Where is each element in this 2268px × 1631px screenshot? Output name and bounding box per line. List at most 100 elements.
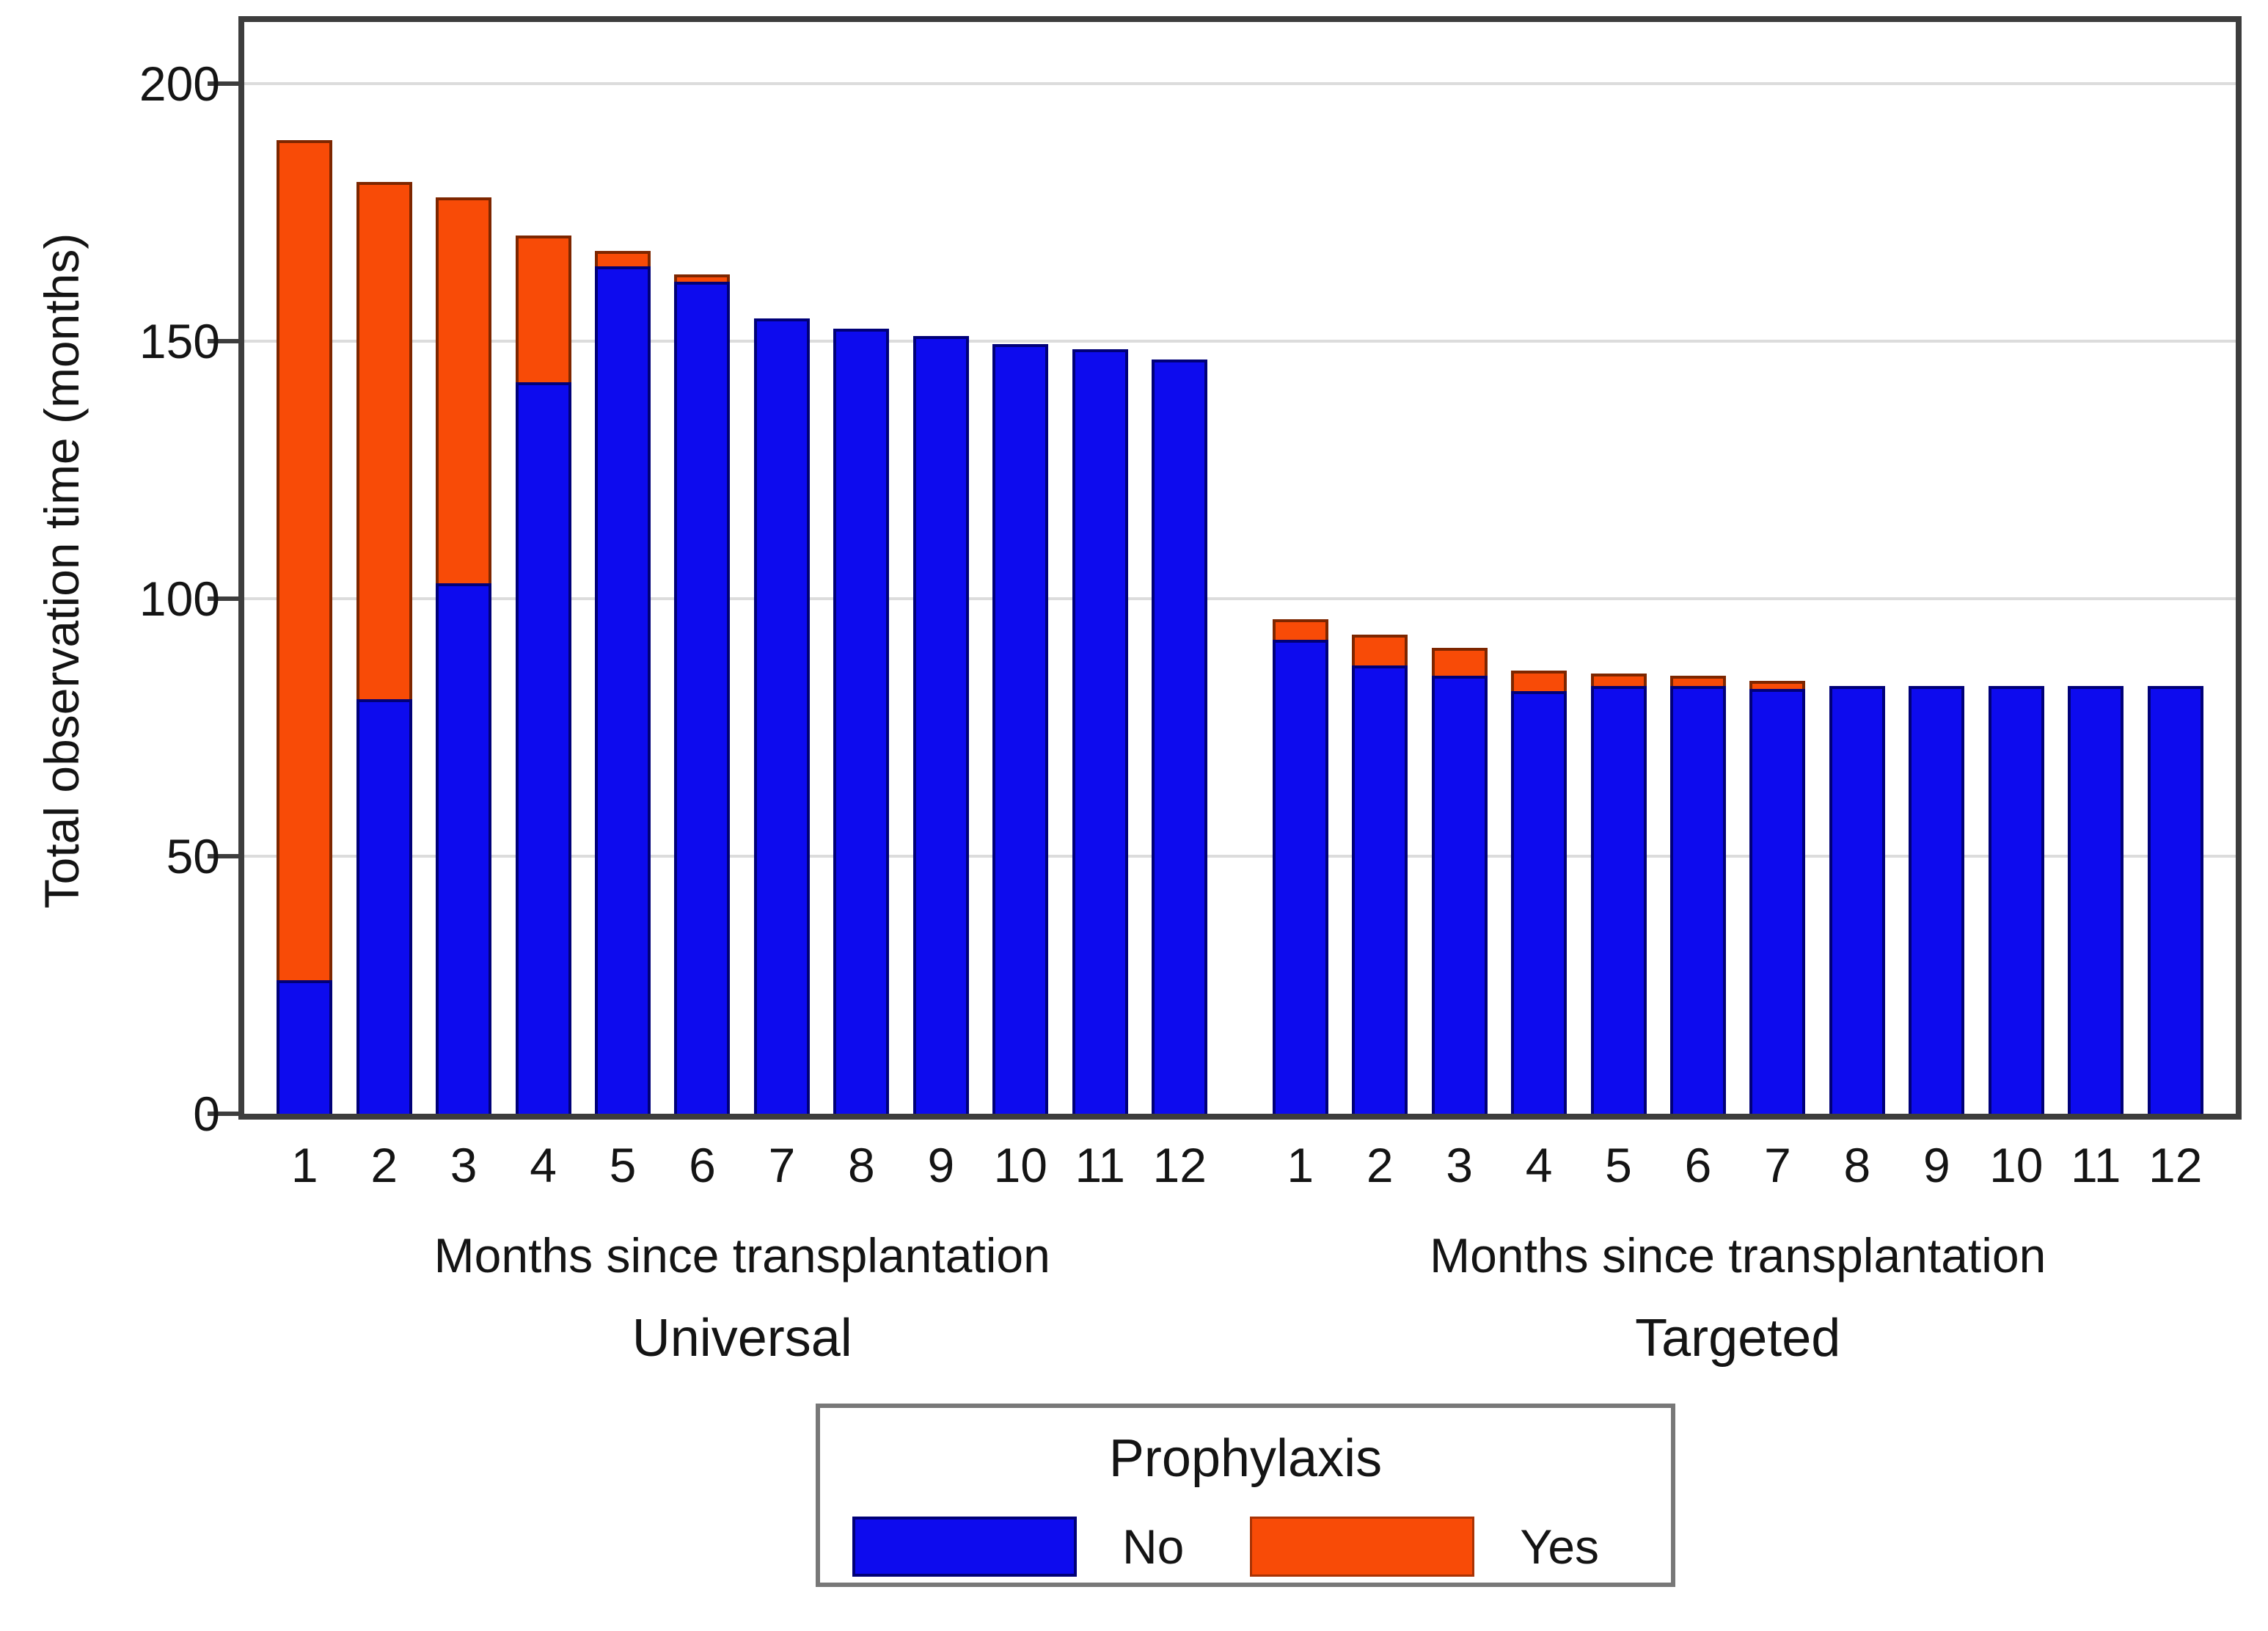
bar-segment-no <box>674 282 731 1114</box>
y-tick-label-50: 50 <box>166 829 220 884</box>
bar-segment-no <box>1352 665 1408 1114</box>
x-tick-label: 5 <box>1605 1138 1632 1192</box>
gridline-200 <box>244 82 2236 86</box>
bar-targeted-month-1 <box>1272 22 1328 1114</box>
y-tick-label-150: 150 <box>139 314 220 369</box>
bar-segment-no <box>595 266 651 1114</box>
bar-segment-no <box>2147 686 2203 1114</box>
gridline-100 <box>244 597 2236 601</box>
bar-segment-yes <box>277 140 333 980</box>
x-tick-label: 6 <box>689 1138 716 1192</box>
bar-universal-month-7 <box>753 22 810 1114</box>
x-tick-label: 11 <box>2070 1138 2121 1192</box>
x-axis-title-targeted: Months since transplantation <box>1430 1228 2046 1282</box>
bar-segment-no <box>1431 676 1488 1114</box>
bar-universal-month-4 <box>515 22 571 1114</box>
bar-segment-no <box>1829 686 1885 1114</box>
bar-segment-yes <box>674 274 731 282</box>
bar-segment-no <box>1152 359 1208 1114</box>
x-tick-label: 5 <box>609 1138 637 1192</box>
bar-universal-month-9 <box>912 22 969 1114</box>
bar-segment-yes <box>1669 676 1726 687</box>
x-tick-label: 4 <box>530 1138 557 1192</box>
bar-segment-no <box>1590 686 1647 1114</box>
y-tick-mark-0 <box>208 1112 238 1116</box>
x-tick-label: 7 <box>1764 1138 1791 1192</box>
y-tick-mark-200 <box>208 81 238 87</box>
bar-segment-no <box>1669 686 1726 1114</box>
bar-targeted-month-5 <box>1590 22 1647 1114</box>
bar-targeted-month-8 <box>1829 22 1885 1114</box>
bar-segment-yes <box>1272 619 1328 641</box>
bar-segment-yes <box>436 197 492 584</box>
x-tick-label: 3 <box>1446 1138 1473 1192</box>
x-tick-label: 7 <box>768 1138 796 1192</box>
bar-segment-no <box>833 328 890 1114</box>
panel-subtitle-universal: Universal <box>632 1309 852 1368</box>
y-tick-mark-50 <box>208 854 238 859</box>
y-axis-title: Total observation time (months) <box>34 233 89 909</box>
x-tick-label: 12 <box>1152 1138 1207 1192</box>
legend-label-no: No <box>1122 1519 1185 1574</box>
x-tick-label: 1 <box>290 1138 318 1192</box>
y-tick-label-100: 100 <box>139 572 220 627</box>
panel-subtitle-targeted: Targeted <box>1635 1309 1841 1368</box>
bar-segment-yes <box>1511 671 1568 692</box>
bar-universal-month-2 <box>356 22 412 1114</box>
bar-segment-no <box>436 583 492 1114</box>
legend-title: Prophylaxis <box>1108 1429 1383 1488</box>
bar-segment-yes <box>595 251 651 267</box>
bar-targeted-month-11 <box>2068 22 2124 1114</box>
bar-targeted-month-10 <box>1988 22 2044 1114</box>
legend-swatch-yes <box>1250 1517 1475 1577</box>
x-tick-label: 8 <box>1843 1138 1871 1192</box>
bar-targeted-month-9 <box>1909 22 1965 1114</box>
bar-segment-yes <box>356 181 412 699</box>
x-tick-labels-targeted: 1 2 3 4 5 6 7 8 9 10 11 12 <box>1240 1136 2236 1194</box>
x-axis-title-universal: Months since transplantation <box>434 1228 1050 1282</box>
plot-area <box>238 16 2242 1120</box>
gridline-150 <box>244 340 2236 343</box>
bar-segment-no <box>753 318 810 1114</box>
bar-segment-no <box>2068 686 2124 1114</box>
x-tick-label: 2 <box>370 1138 398 1192</box>
panel-universal <box>244 22 1240 1114</box>
x-tick-label: 9 <box>927 1138 955 1192</box>
legend-box: Prophylaxis No Yes <box>816 1404 1675 1587</box>
bar-segment-no <box>1511 691 1568 1114</box>
y-tick-label-200: 200 <box>139 56 220 112</box>
legend-label-yes: Yes <box>1520 1519 1600 1574</box>
bar-segment-no <box>1988 686 2044 1114</box>
x-tick-labels-universal: 1 2 3 4 5 6 7 8 9 10 11 12 <box>244 1136 1240 1194</box>
bar-targeted-month-12 <box>2147 22 2203 1114</box>
bar-universal-month-5 <box>595 22 651 1114</box>
x-tick-label: 1 <box>1287 1138 1314 1192</box>
legend-swatch-no <box>852 1517 1077 1577</box>
x-tick-label: 12 <box>2148 1138 2203 1192</box>
y-tick-label-0: 0 <box>193 1087 220 1141</box>
bar-segment-yes <box>1749 681 1806 689</box>
bar-universal-month-12 <box>1152 22 1208 1114</box>
bar-universal-month-3 <box>436 22 492 1114</box>
bar-segment-yes <box>515 236 571 383</box>
x-tick-label: 8 <box>848 1138 875 1192</box>
x-tick-label: 6 <box>1684 1138 1712 1192</box>
bar-targeted-month-4 <box>1511 22 1568 1114</box>
bar-segment-yes <box>1352 635 1408 666</box>
bar-segment-no <box>1749 688 1806 1114</box>
bar-segment-no <box>1909 686 1965 1114</box>
x-axis-title-row: Months since transplantation Months since… <box>244 1227 2236 1284</box>
bar-targeted-month-7 <box>1749 22 1806 1114</box>
bar-segment-no <box>515 382 571 1114</box>
x-tick-label-rows: 1 2 3 4 5 6 7 8 9 10 11 12 1 2 3 4 5 6 7 8 9 10 11 12 <box>244 1136 2236 1194</box>
x-tick-label: 3 <box>450 1138 478 1192</box>
gridline-50 <box>244 855 2236 858</box>
bar-segment-yes <box>1431 647 1488 676</box>
bar-segment-no <box>912 336 969 1114</box>
x-tick-label: 4 <box>1525 1138 1553 1192</box>
bar-universal-month-10 <box>992 22 1049 1114</box>
bar-targeted-month-6 <box>1669 22 1726 1114</box>
x-tick-label: 10 <box>1989 1138 2044 1192</box>
y-tick-mark-100 <box>208 596 238 602</box>
bar-segment-no <box>277 979 333 1114</box>
